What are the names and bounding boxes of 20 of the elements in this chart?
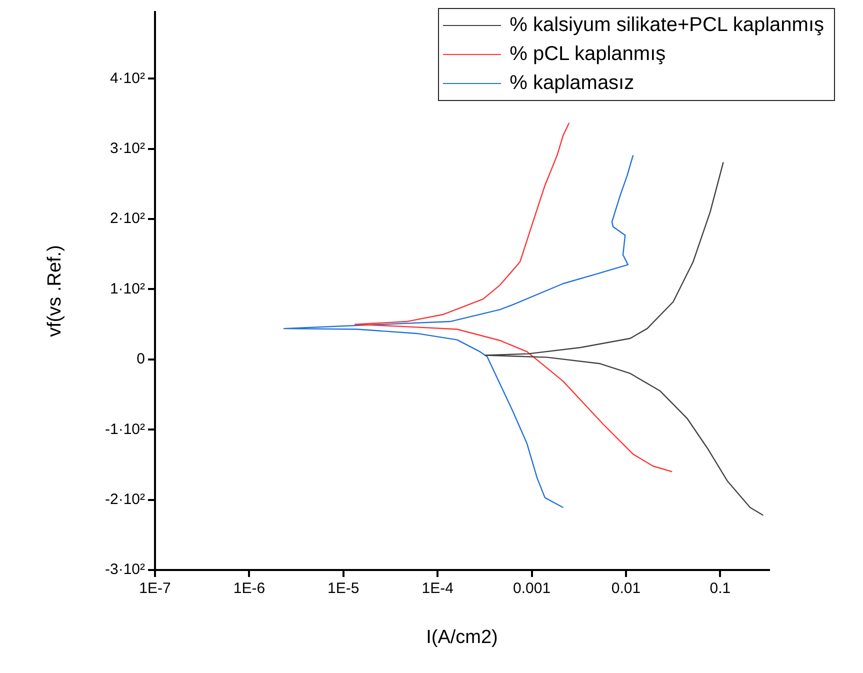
x-tick-label: 0.1 — [710, 580, 731, 598]
y-tick-label: 3·10² — [110, 140, 145, 158]
y-tick-label: -1·10² — [104, 420, 145, 438]
y-tick-label: 4·10² — [110, 70, 145, 87]
y-axis-title: vf(vs .Ref.) — [44, 245, 66, 337]
x-tick-label: 1E-7 — [139, 580, 171, 598]
x-tick-label: 0.001 — [513, 580, 551, 598]
y-tick-label: 2·10² — [110, 210, 145, 228]
y-tick-label: 0 — [136, 350, 145, 368]
y-tick-label: 1·10² — [110, 280, 145, 298]
x-tick-label: 1E-4 — [422, 580, 454, 598]
x-axis-title: I(A/cm2) — [426, 626, 498, 648]
legend-label: % kaplamasız — [510, 71, 634, 96]
x-tick-label: 1E-6 — [233, 580, 266, 598]
legend-label: % pCL kaplanmış — [510, 42, 666, 67]
x-tick-label: 1E-5 — [328, 580, 360, 598]
y-tick-label: -3·10² — [104, 561, 145, 578]
x-tick-label: 0.01 — [611, 580, 641, 598]
legend-label: % kalsiyum silikate+PCL kaplanmış — [510, 13, 824, 38]
y-tick-label: -2·10² — [104, 490, 145, 508]
